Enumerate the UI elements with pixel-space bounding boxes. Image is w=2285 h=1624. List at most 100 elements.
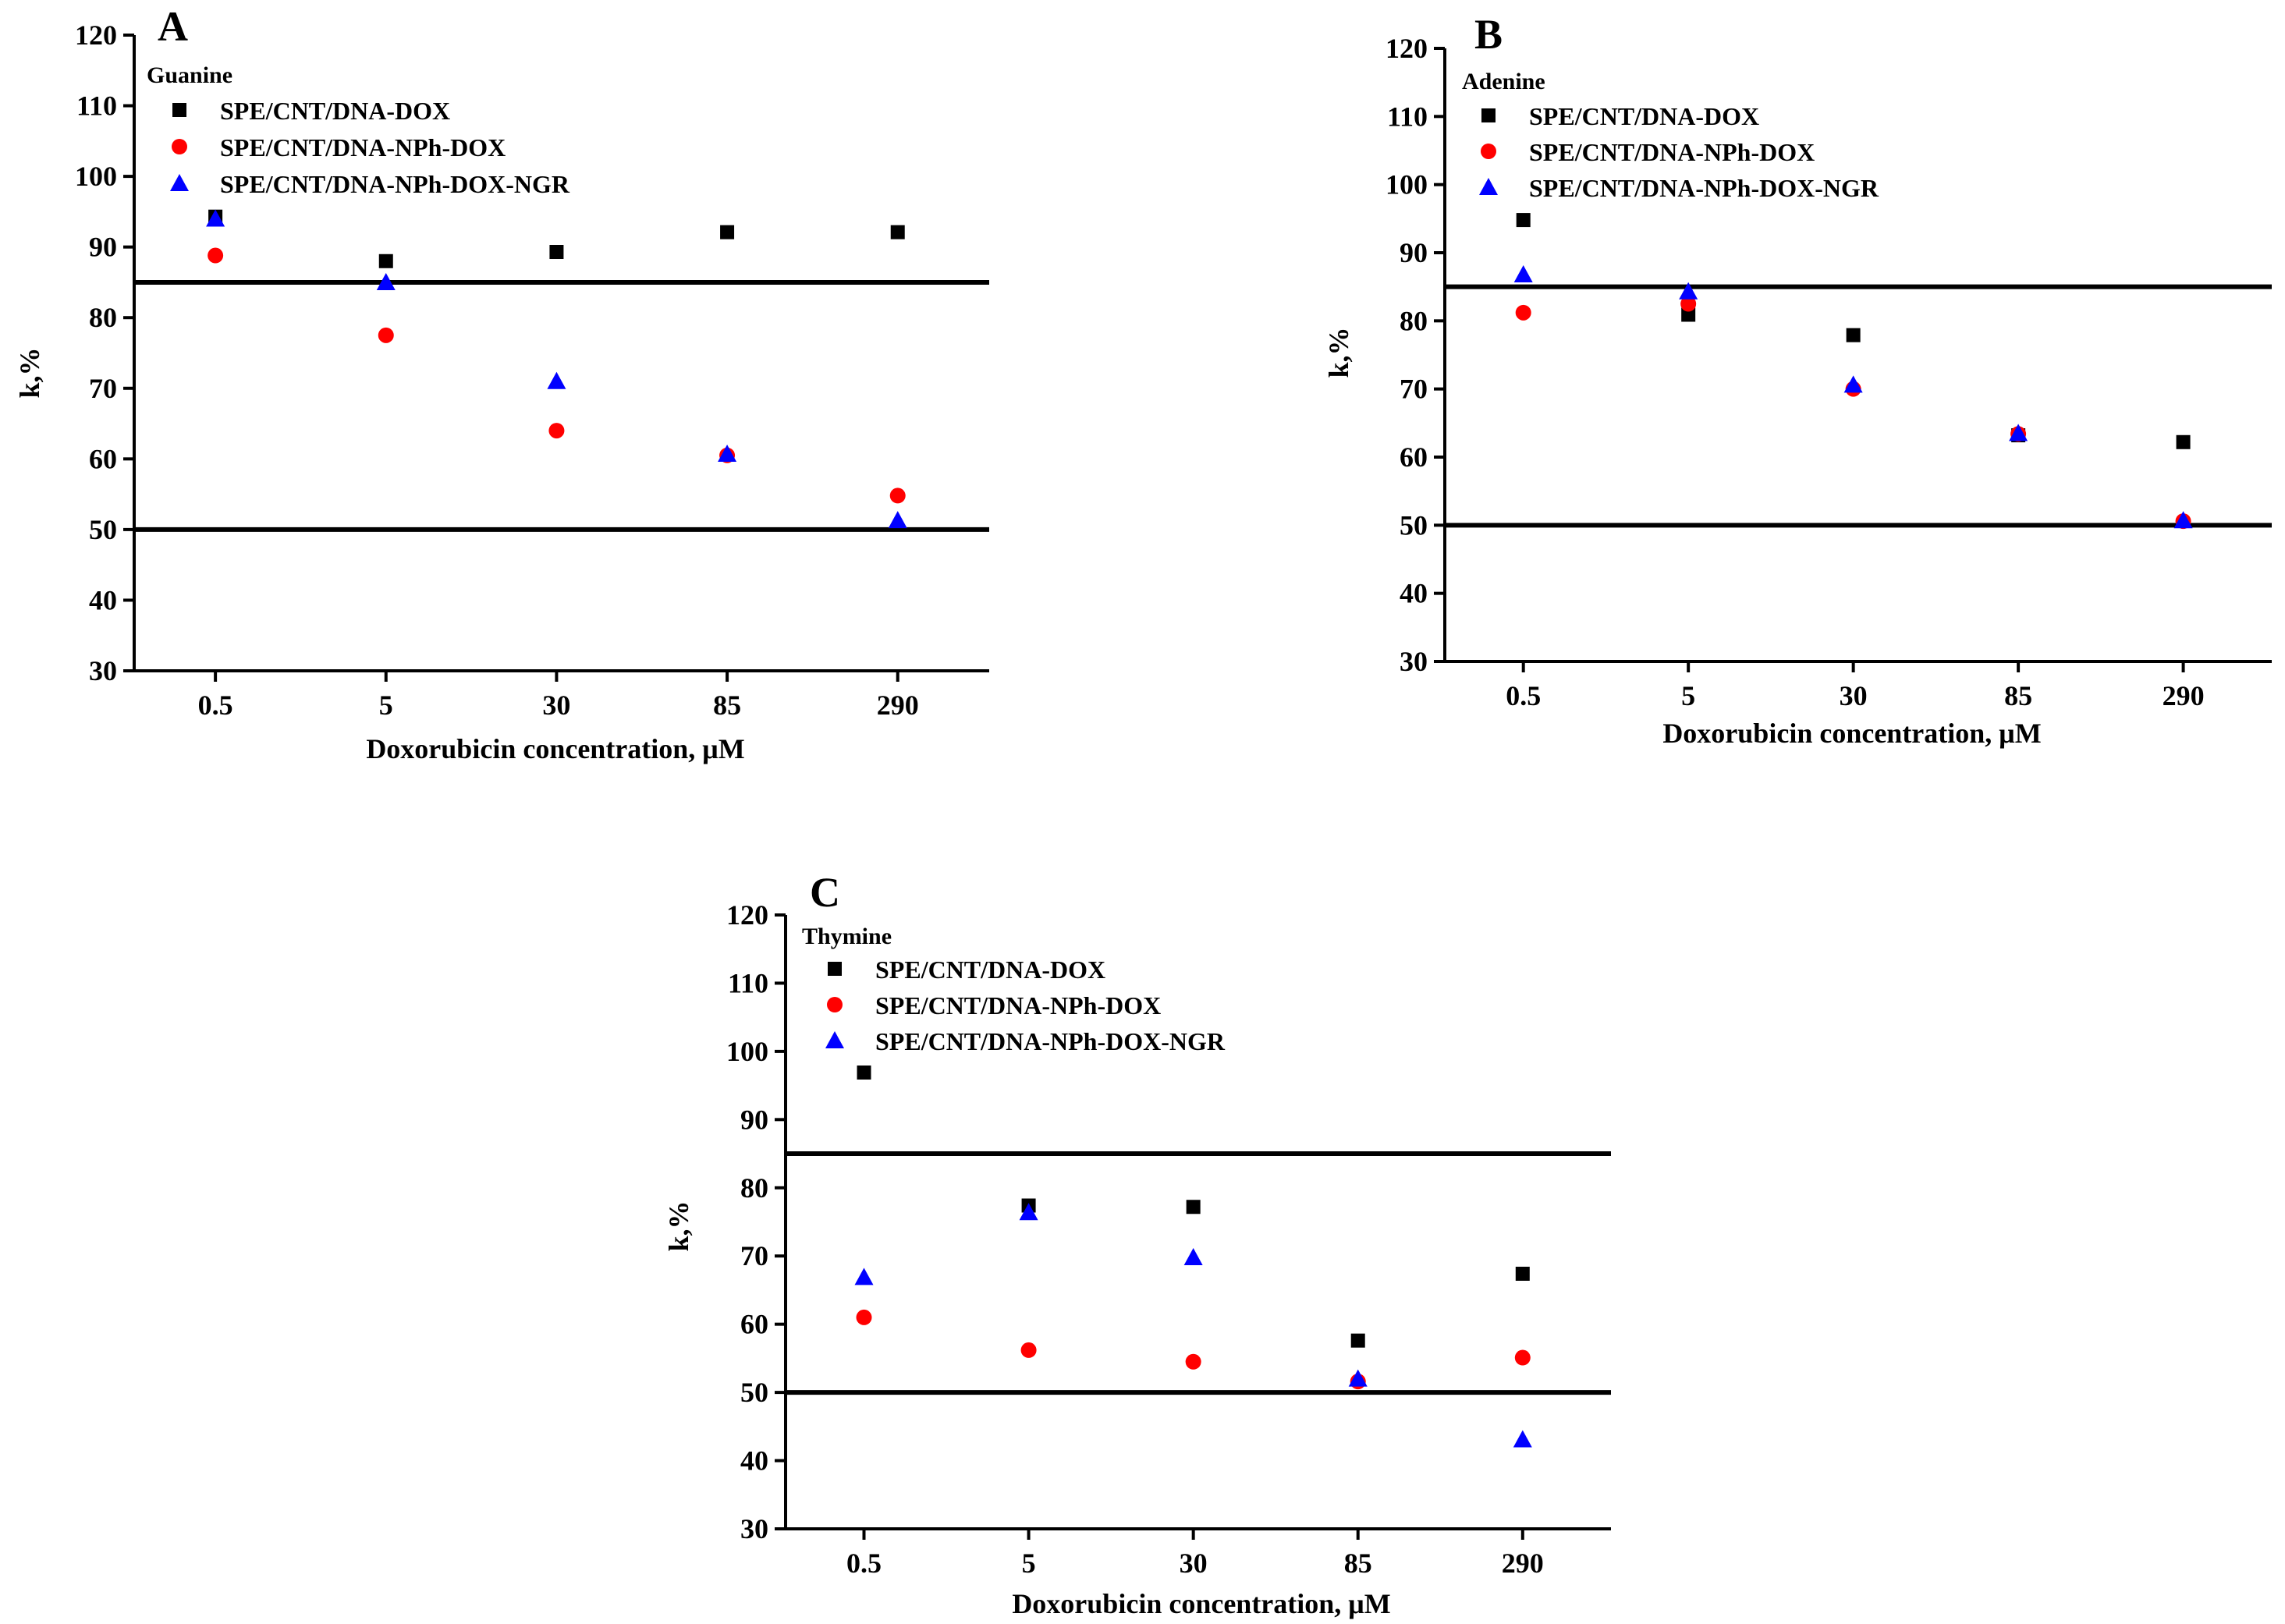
data-point-triangle <box>1183 1247 1203 1265</box>
legend-marker-circle <box>827 997 843 1012</box>
data-point-square <box>1846 328 1861 342</box>
panel-letter-b: B <box>1474 11 1503 58</box>
data-point-square <box>378 254 393 268</box>
panel-a-guanine: A Guanine Doxorubicin concentration, μM … <box>14 3 989 764</box>
y-tick-label: 110 <box>728 967 768 998</box>
x-tick-label: 30 <box>1180 1548 1208 1579</box>
y-tick-label: 50 <box>89 514 117 545</box>
x-tick-label: 290 <box>877 690 919 721</box>
data-point-square <box>1515 1266 1530 1281</box>
data-point-triangle <box>2173 511 2193 529</box>
y-tick-label: 80 <box>740 1172 768 1204</box>
data-point-square <box>890 225 905 239</box>
data-point-triangle <box>2009 424 2028 441</box>
data-point-square <box>1516 213 1531 228</box>
legend-marker-square <box>828 962 842 976</box>
legend-label: SPE/CNT/DNA-NPh-DOX <box>1529 138 1815 166</box>
legend-label: SPE/CNT/DNA-NPh-DOX-NGR <box>1529 174 1879 202</box>
data-point-square <box>1186 1200 1201 1214</box>
x-tick-label: 0.5 <box>846 1548 882 1579</box>
y-tick-label: 70 <box>1400 374 1428 405</box>
panel-c-thymine: C Thymine Doxorubicin concentration, μM … <box>663 869 1611 1619</box>
data-point-circle <box>1020 1342 1037 1358</box>
y-tick-label: 100 <box>726 1036 768 1067</box>
data-point-square <box>549 245 564 260</box>
legend-label: SPE/CNT/DNA-DOX <box>875 956 1105 984</box>
y-tick-label: 60 <box>1400 441 1428 473</box>
legend-marker-circle <box>172 139 187 154</box>
data-point-triangle <box>888 511 907 529</box>
y-tick-label: 40 <box>89 584 117 615</box>
legend-marker-circle <box>1481 144 1496 159</box>
y-tick-label: 30 <box>740 1513 768 1544</box>
data-point-circle <box>889 488 906 504</box>
data-point-circle <box>1515 304 1531 321</box>
y-tick-label: 120 <box>75 20 117 51</box>
y-tick-label: 120 <box>1386 33 1428 64</box>
x-tick-label: 5 <box>379 690 393 721</box>
data-point-circle <box>548 423 565 439</box>
y-tick-label: 70 <box>740 1240 768 1271</box>
legend-marker-square <box>172 103 186 117</box>
legend-label: SPE/CNT/DNA-NPh-DOX-NGR <box>875 1027 1226 1055</box>
y-axis-title: k,% <box>663 1200 694 1251</box>
y-tick-label: 100 <box>75 161 117 192</box>
y-tick-label: 80 <box>89 302 117 333</box>
panel-title-thymine: Thymine <box>802 924 892 949</box>
x-tick-label: 0.5 <box>198 690 233 721</box>
legend-label: SPE/CNT/DNA-NPh-DOX <box>875 991 1161 1019</box>
y-tick-label: 90 <box>1400 237 1428 268</box>
data-point-triangle <box>547 371 566 389</box>
y-tick-label: 60 <box>740 1309 768 1340</box>
y-tick-label: 90 <box>89 232 117 263</box>
data-point-triangle <box>376 272 396 290</box>
x-tick-label: 85 <box>2004 680 2032 711</box>
data-point-square <box>2176 434 2191 449</box>
y-tick-label: 90 <box>740 1104 768 1135</box>
data-point-circle <box>856 1309 872 1325</box>
y-tick-label: 100 <box>1386 169 1428 200</box>
data-point-circle <box>1514 1349 1531 1366</box>
x-tick-label: 85 <box>1344 1548 1372 1579</box>
x-axis-title: Doxorubicin concentration, μM <box>1662 718 2041 749</box>
legend-marker-triangle <box>1479 178 1498 195</box>
legend-marker-triangle <box>825 1031 844 1048</box>
legend-marker-triangle <box>170 174 189 191</box>
legend-label: SPE/CNT/DNA-NPh-DOX <box>220 133 506 161</box>
x-tick-label: 30 <box>542 690 570 721</box>
y-axis-title: k,% <box>1323 327 1354 378</box>
panel-letter-a: A <box>158 3 188 50</box>
y-tick-label: 30 <box>1400 646 1428 677</box>
x-tick-label: 5 <box>1681 680 1695 711</box>
data-point-triangle <box>1679 282 1698 300</box>
data-point-triangle <box>718 444 737 462</box>
panel-title-guanine: Guanine <box>147 62 232 88</box>
y-tick-label: 30 <box>89 655 117 686</box>
y-tick-label: 70 <box>89 373 117 404</box>
legend-marker-square <box>1481 108 1496 122</box>
y-tick-label: 50 <box>740 1377 768 1408</box>
x-tick-label: 5 <box>1022 1548 1036 1579</box>
y-tick-label: 80 <box>1400 305 1428 336</box>
x-axis-title: Doxorubicin concentration, μM <box>1012 1588 1390 1619</box>
data-point-triangle <box>1513 1430 1532 1448</box>
data-point-circle <box>1680 296 1697 312</box>
data-point-circle <box>1185 1353 1201 1370</box>
data-point-circle <box>378 327 394 343</box>
legend-label: SPE/CNT/DNA-NPh-DOX-NGR <box>220 170 570 198</box>
y-tick-label: 110 <box>1387 101 1428 132</box>
data-point-triangle <box>854 1268 874 1285</box>
panel-b-adenine: B Adenine Doxorubicin concentration, μM … <box>1323 11 2272 749</box>
x-tick-label: 0.5 <box>1506 680 1541 711</box>
data-point-triangle <box>1843 375 1863 393</box>
data-point-square <box>857 1065 871 1080</box>
y-axis-title: k,% <box>14 347 45 398</box>
legend-label: SPE/CNT/DNA-DOX <box>220 97 450 125</box>
y-tick-label: 50 <box>1400 509 1428 541</box>
data-point-triangle <box>1019 1203 1038 1221</box>
panel-letter-c: C <box>810 869 840 916</box>
x-axis-title: Doxorubicin concentration, μM <box>366 733 744 764</box>
legend-label: SPE/CNT/DNA-DOX <box>1529 102 1759 130</box>
x-tick-label: 290 <box>1502 1548 1544 1579</box>
